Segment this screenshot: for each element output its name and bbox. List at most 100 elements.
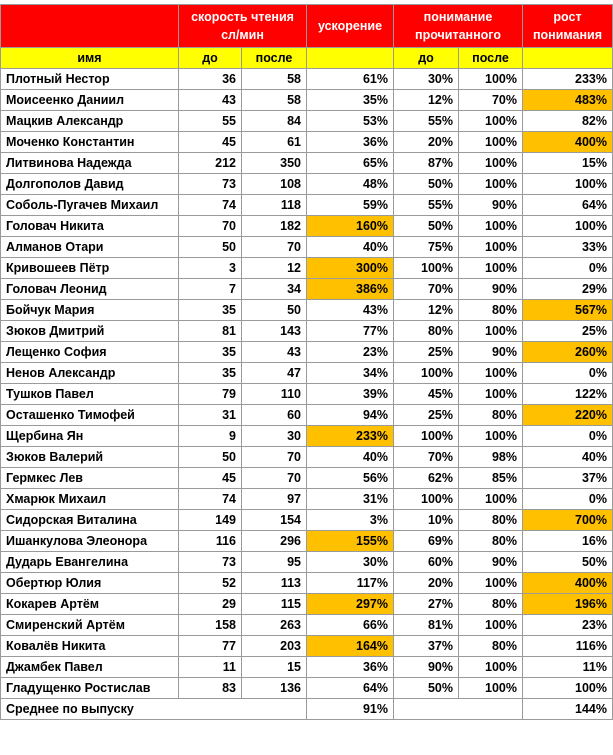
- cell-speed-after[interactable]: 47: [241, 362, 307, 384]
- cell-name[interactable]: Обертюр Юлия: [0, 572, 179, 594]
- cell-acceleration[interactable]: 59%: [306, 194, 394, 216]
- cell-name[interactable]: Зюков Валерий: [0, 446, 179, 468]
- cell-speed-before[interactable]: 74: [178, 194, 242, 216]
- cell-speed-after[interactable]: 50: [241, 299, 307, 321]
- cell-comprehension-before[interactable]: 27%: [393, 593, 459, 615]
- cell-speed-after[interactable]: 203: [241, 635, 307, 657]
- cell-comprehension-growth[interactable]: 25%: [522, 320, 613, 342]
- cell-comprehension-after[interactable]: 100%: [458, 257, 523, 279]
- cell-speed-after[interactable]: 110: [241, 383, 307, 405]
- cell-speed-after[interactable]: 118: [241, 194, 307, 216]
- cell-comprehension-before[interactable]: 30%: [393, 68, 459, 90]
- cell-comprehension-after[interactable]: 100%: [458, 362, 523, 384]
- cell-comprehension-growth[interactable]: 400%: [522, 131, 613, 153]
- cell-comprehension-after[interactable]: 100%: [458, 656, 523, 678]
- cell-comprehension-before[interactable]: 87%: [393, 152, 459, 174]
- cell-speed-after[interactable]: 95: [241, 551, 307, 573]
- cell-acceleration[interactable]: 77%: [306, 320, 394, 342]
- cell-comprehension-growth[interactable]: 15%: [522, 152, 613, 174]
- cell-comprehension-growth[interactable]: 100%: [522, 173, 613, 195]
- cell-comprehension-growth[interactable]: 400%: [522, 572, 613, 594]
- cell-comprehension-after[interactable]: 80%: [458, 299, 523, 321]
- cell-comprehension-after[interactable]: 100%: [458, 110, 523, 132]
- cell-acceleration[interactable]: 30%: [306, 551, 394, 573]
- cell-speed-before[interactable]: 9: [178, 425, 242, 447]
- cell-acceleration[interactable]: 117%: [306, 572, 394, 594]
- cell-acceleration[interactable]: 66%: [306, 614, 394, 636]
- cell-speed-before[interactable]: 52: [178, 572, 242, 594]
- cell-comprehension-after[interactable]: 80%: [458, 509, 523, 531]
- cell-name[interactable]: Смиренский Артём: [0, 614, 179, 636]
- cell-speed-before[interactable]: 158: [178, 614, 242, 636]
- cell-speed-after[interactable]: 70: [241, 467, 307, 489]
- cell-speed-after[interactable]: 113: [241, 572, 307, 594]
- cell-name[interactable]: Кокарев Артём: [0, 593, 179, 615]
- cell-name[interactable]: Ненов Александр: [0, 362, 179, 384]
- cell-name[interactable]: Алманов Отари: [0, 236, 179, 258]
- cell-name[interactable]: Осташенко Тимофей: [0, 404, 179, 426]
- cell-acceleration[interactable]: 297%: [306, 593, 394, 615]
- cell-acceleration[interactable]: 36%: [306, 656, 394, 678]
- cell-comprehension-before[interactable]: 100%: [393, 362, 459, 384]
- cell-acceleration[interactable]: 160%: [306, 215, 394, 237]
- cell-comprehension-after[interactable]: 90%: [458, 551, 523, 573]
- cell-speed-after[interactable]: 58: [241, 89, 307, 111]
- cell-comprehension-before[interactable]: 50%: [393, 215, 459, 237]
- cell-comprehension-growth[interactable]: 50%: [522, 551, 613, 573]
- average-label[interactable]: Среднее по выпуску: [0, 698, 307, 720]
- cell-speed-before[interactable]: 79: [178, 383, 242, 405]
- cell-comprehension-growth[interactable]: 220%: [522, 404, 613, 426]
- cell-speed-before[interactable]: 7: [178, 278, 242, 300]
- cell-speed-before[interactable]: 73: [178, 551, 242, 573]
- cell-acceleration[interactable]: 61%: [306, 68, 394, 90]
- cell-comprehension-growth[interactable]: 29%: [522, 278, 613, 300]
- cell-name[interactable]: Сидорская Виталина: [0, 509, 179, 531]
- cell-comprehension-before[interactable]: 20%: [393, 572, 459, 594]
- cell-speed-before[interactable]: 43: [178, 89, 242, 111]
- cell-comprehension-before[interactable]: 55%: [393, 110, 459, 132]
- cell-comprehension-before[interactable]: 25%: [393, 341, 459, 363]
- cell-speed-before[interactable]: 70: [178, 215, 242, 237]
- cell-speed-before[interactable]: 55: [178, 110, 242, 132]
- cell-acceleration[interactable]: 3%: [306, 509, 394, 531]
- cell-speed-before[interactable]: 35: [178, 341, 242, 363]
- cell-acceleration[interactable]: 64%: [306, 677, 394, 699]
- cell-comprehension-before[interactable]: 50%: [393, 173, 459, 195]
- cell-comprehension-before[interactable]: 55%: [393, 194, 459, 216]
- cell-comprehension-after[interactable]: 85%: [458, 467, 523, 489]
- cell-speed-after[interactable]: 30: [241, 425, 307, 447]
- cell-name[interactable]: Долгополов Давид: [0, 173, 179, 195]
- cell-name[interactable]: Гермкес Лев: [0, 467, 179, 489]
- cell-comprehension-before[interactable]: 100%: [393, 257, 459, 279]
- cell-speed-after[interactable]: 136: [241, 677, 307, 699]
- cell-comprehension-before[interactable]: 12%: [393, 89, 459, 111]
- cell-comprehension-before[interactable]: 70%: [393, 278, 459, 300]
- cell-comprehension-growth[interactable]: 82%: [522, 110, 613, 132]
- cell-acceleration[interactable]: 43%: [306, 299, 394, 321]
- cell-comprehension-growth[interactable]: 567%: [522, 299, 613, 321]
- cell-acceleration[interactable]: 56%: [306, 467, 394, 489]
- subheader-speed-after[interactable]: после: [241, 47, 307, 69]
- subheader-speed-before[interactable]: до: [178, 47, 242, 69]
- cell-name[interactable]: Гладущенко Ростислав: [0, 677, 179, 699]
- cell-acceleration[interactable]: 386%: [306, 278, 394, 300]
- cell-speed-before[interactable]: 45: [178, 467, 242, 489]
- subheader-growth[interactable]: [522, 47, 613, 69]
- cell-speed-before[interactable]: 3: [178, 257, 242, 279]
- cell-name[interactable]: Ковалёв Никита: [0, 635, 179, 657]
- cell-name[interactable]: Ишанкулова Элеонора: [0, 530, 179, 552]
- cell-comprehension-after[interactable]: 100%: [458, 614, 523, 636]
- header-blank-cell[interactable]: [0, 4, 179, 48]
- cell-name[interactable]: Соболь-Пугачев Михаил: [0, 194, 179, 216]
- average-blank-cell[interactable]: [393, 698, 523, 720]
- cell-comprehension-growth[interactable]: 64%: [522, 194, 613, 216]
- cell-speed-before[interactable]: 212: [178, 152, 242, 174]
- cell-comprehension-after[interactable]: 100%: [458, 152, 523, 174]
- cell-acceleration[interactable]: 233%: [306, 425, 394, 447]
- cell-speed-after[interactable]: 70: [241, 236, 307, 258]
- cell-comprehension-before[interactable]: 37%: [393, 635, 459, 657]
- cell-speed-before[interactable]: 83: [178, 677, 242, 699]
- cell-comprehension-after[interactable]: 100%: [458, 320, 523, 342]
- cell-comprehension-growth[interactable]: 40%: [522, 446, 613, 468]
- cell-speed-after[interactable]: 58: [241, 68, 307, 90]
